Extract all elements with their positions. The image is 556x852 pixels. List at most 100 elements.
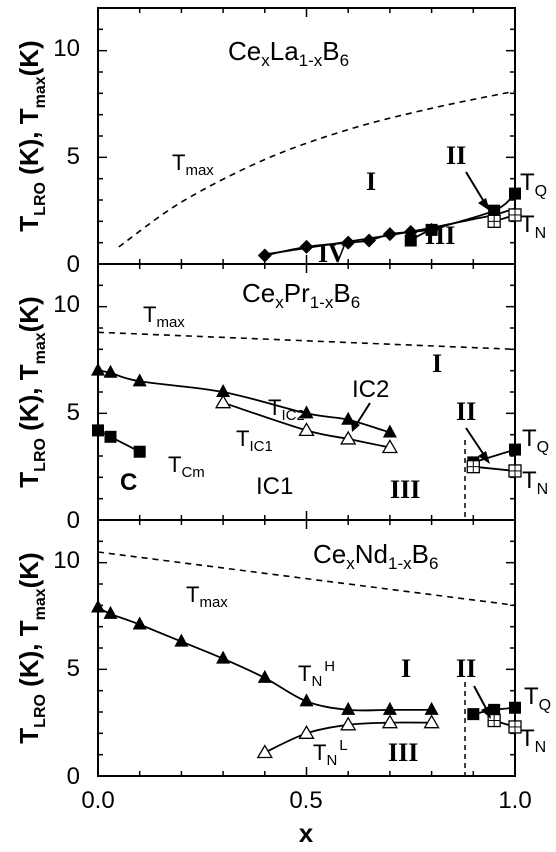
data-point-diamond-filled <box>382 227 397 242</box>
y-tick-nd-0: 0 <box>67 763 80 790</box>
series-la-3 <box>404 187 521 247</box>
data-point-triangle-filled <box>299 693 314 707</box>
series-line <box>118 90 516 248</box>
series-la-4 <box>487 208 522 228</box>
y-tick-pr-10: 10 <box>53 291 80 318</box>
data-point-triangle-open <box>340 430 357 445</box>
data-point-square-filled <box>509 187 521 200</box>
data-point-square-filled <box>104 430 117 443</box>
arrowhead-II-pr <box>478 451 490 464</box>
data-point-square-filled <box>425 223 438 236</box>
axis-ticks-la <box>97 7 516 265</box>
series-layer-pr <box>91 263 522 521</box>
y-axis-label-la: TLRO (K), Tmax(K) <box>14 40 49 231</box>
x-tick-05: 0.5 <box>289 787 322 814</box>
label-ic2-pr: IC2 <box>352 376 389 403</box>
data-point-triangle-open <box>298 725 315 739</box>
label-tq-pr: TQ <box>522 425 549 456</box>
label-tn-nd: TN <box>520 725 546 756</box>
y-tick-la-10: 10 <box>53 35 80 62</box>
label-tn-pr: TN <box>522 467 548 498</box>
data-point-square-filled <box>133 445 146 458</box>
data-point-triangle-filled <box>257 669 272 683</box>
series-line <box>410 192 516 242</box>
region-label-I-nd: I <box>401 654 411 683</box>
data-point-triangle-filled <box>341 701 356 715</box>
label-tic2-pr: TIC2 <box>268 395 305 424</box>
data-point-triangle-filled <box>216 650 231 664</box>
label-c-pr: C <box>120 469 137 496</box>
label-tmax-pr: Tmax <box>143 302 185 331</box>
data-point-square-filled <box>509 701 521 714</box>
region-label-III-la: III <box>425 221 455 250</box>
series-line <box>97 606 432 712</box>
panel-title-nd: CexNd1-xB6 <box>313 539 438 573</box>
data-point-triangle-open <box>256 744 273 759</box>
data-point-triangle-open <box>381 439 399 454</box>
axis-ticks-nd <box>97 519 516 777</box>
data-point-square-filled <box>404 234 417 247</box>
arrowhead-II-la <box>478 198 490 211</box>
series-layer-la <box>97 7 522 265</box>
panel-title-la: CexLa1-xB6 <box>228 36 349 70</box>
y-tick-nd-10: 10 <box>53 547 80 574</box>
data-point-square-filled <box>467 708 480 721</box>
x-tick-0: 0.0 <box>81 787 114 814</box>
data-point-triangle-open <box>423 714 440 729</box>
series-pr-1 <box>91 362 397 438</box>
x-axis-label: x <box>299 818 314 848</box>
data-point-triangle-filled <box>382 424 397 438</box>
series-pr-5 <box>466 460 522 478</box>
label-tq-la: TQ <box>520 169 547 200</box>
data-point-triangle-open <box>340 716 357 731</box>
data-point-triangle-filled <box>103 605 118 619</box>
region-label-II-pr: II <box>456 397 476 426</box>
label-tnh-nd: TNH <box>298 658 335 690</box>
data-point-square-filled <box>92 424 104 437</box>
y-tick-nd-5: 5 <box>67 655 80 682</box>
label-tq-nd: TQ <box>524 683 551 714</box>
data-point-triangle-filled <box>174 633 189 647</box>
arrow-II-pr <box>465 427 487 459</box>
arrowhead-ic2-pr <box>351 420 360 432</box>
series-line <box>97 551 516 607</box>
y-tick-la-0: 0 <box>67 251 80 278</box>
label-tcm-pr: TCm <box>168 452 205 481</box>
panel-title-pr: CexPr1-xB6 <box>242 278 360 312</box>
series-nd-2 <box>256 714 440 759</box>
series-pr-2 <box>214 394 399 454</box>
arrowhead-II-nd <box>481 706 491 719</box>
panel-nd: CexNd1-xB6 Tmax TNH TNL I II III TQ TN T… <box>14 519 551 848</box>
series-line <box>222 401 391 449</box>
data-point-square-filled <box>488 204 501 217</box>
y-tick-pr-0: 0 <box>67 507 80 534</box>
series-pr-3 <box>92 424 146 458</box>
arrow-ic2-pr <box>355 402 371 426</box>
data-point-triangle-filled <box>132 616 147 630</box>
data-point-diamond-filled <box>257 248 272 263</box>
region-label-III-nd: III <box>388 738 418 767</box>
data-point-square-filled <box>509 443 521 456</box>
label-tmax-la: Tmax <box>172 150 214 179</box>
region-label-III-pr: III <box>390 475 420 504</box>
data-point-triangle-filled <box>424 701 439 715</box>
region-label-II-nd: II <box>456 654 476 683</box>
label-tnl-nd: TNL <box>313 737 348 769</box>
series-nd-1 <box>91 599 439 715</box>
region-label-II-la: II <box>446 141 466 170</box>
data-point-triangle-filled <box>103 364 118 378</box>
label-tmax-nd: Tmax <box>186 582 228 611</box>
label-ic1-pr: IC1 <box>256 473 293 500</box>
region-label-I-pr: I <box>432 349 442 378</box>
series-la-0 <box>118 90 516 248</box>
series-line <box>97 331 516 351</box>
data-point-triangle-filled <box>132 373 147 387</box>
data-point-diamond-filled <box>341 235 356 250</box>
data-point-triangle-open <box>381 714 399 729</box>
data-point-triangle-filled <box>91 599 105 613</box>
data-point-triangle-open <box>214 394 232 409</box>
y-tick-la-5: 5 <box>67 143 80 170</box>
data-point-diamond-filled <box>299 239 314 254</box>
series-nd-0 <box>97 551 516 607</box>
